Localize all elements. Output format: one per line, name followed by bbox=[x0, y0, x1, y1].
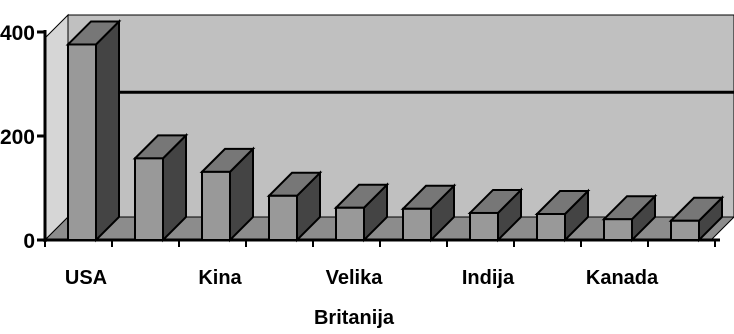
chart-side-wall bbox=[44, 13, 69, 242]
bar-front bbox=[469, 211, 499, 242]
x-tick-label: Kanada bbox=[586, 267, 659, 289]
bar-front bbox=[134, 157, 164, 241]
bar-9 bbox=[668, 195, 725, 243]
bar-front bbox=[402, 207, 432, 242]
x-tick-label: USA bbox=[65, 267, 107, 289]
y-tick-label-0: 0 bbox=[23, 230, 35, 253]
x-tick-label: Indija bbox=[462, 267, 515, 289]
bar-0 bbox=[65, 19, 122, 243]
bar-3 bbox=[266, 170, 323, 243]
category-labels: USA Kina Velika Britanija Indija Kanada bbox=[65, 267, 659, 329]
x-tick-label: Velika Britanija bbox=[314, 267, 395, 329]
y-axis-ticks: 0 200 400 bbox=[0, 22, 716, 253]
y-tick-label-400: 400 bbox=[0, 22, 35, 45]
bars bbox=[65, 19, 725, 243]
bar-front bbox=[536, 213, 566, 241]
bar-2 bbox=[199, 146, 256, 243]
bar-7 bbox=[534, 188, 591, 243]
bar-1 bbox=[132, 132, 189, 243]
bar-front bbox=[268, 194, 298, 242]
bar-front bbox=[335, 206, 365, 241]
bar-8 bbox=[601, 193, 658, 243]
bar-side bbox=[95, 19, 120, 243]
bar-6 bbox=[467, 187, 524, 243]
x-tick-label: Kina bbox=[198, 267, 242, 289]
bar-front bbox=[67, 43, 97, 242]
bar-5 bbox=[400, 183, 457, 243]
bar-4 bbox=[333, 182, 390, 243]
bar-front bbox=[201, 170, 231, 242]
y-tick-label-200: 200 bbox=[0, 126, 35, 149]
bar-front bbox=[603, 218, 633, 241]
bar-front bbox=[670, 219, 700, 241]
